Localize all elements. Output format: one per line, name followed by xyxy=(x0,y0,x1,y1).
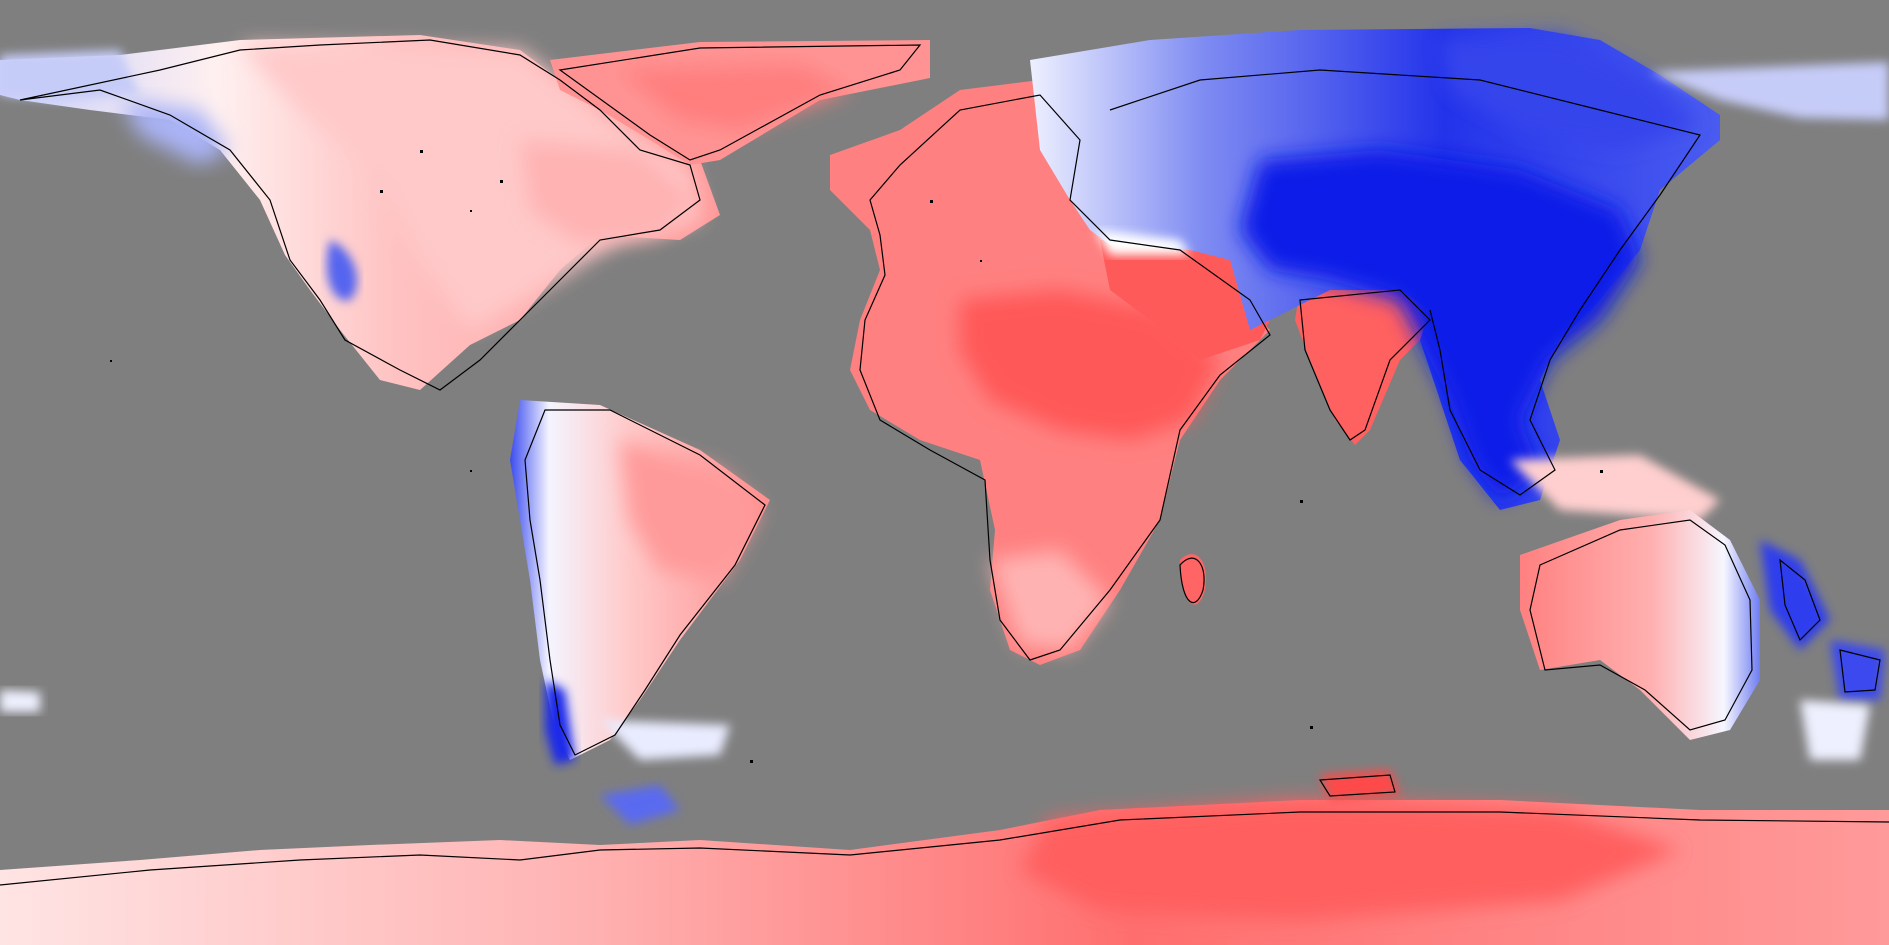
region-greenland xyxy=(550,40,930,165)
region-south-america xyxy=(510,400,770,765)
region-northeast-strip xyxy=(0,50,1889,120)
region-antarctica xyxy=(0,690,1889,945)
region-asia xyxy=(1030,28,1720,510)
region-north-america xyxy=(0,35,720,390)
island-dots xyxy=(110,150,1603,763)
region-oceania xyxy=(1510,455,1885,760)
coastlines xyxy=(0,39,1889,886)
